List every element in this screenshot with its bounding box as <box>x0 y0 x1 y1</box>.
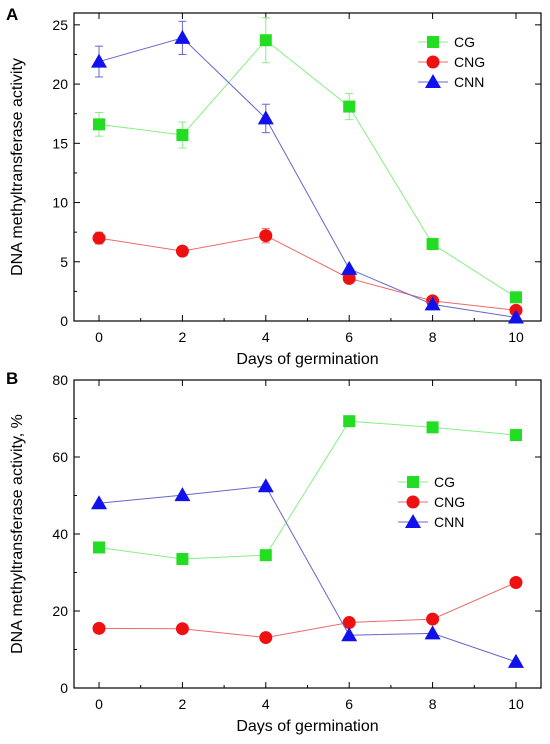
y-tick-label: 0 <box>60 313 68 329</box>
data-point <box>176 553 189 566</box>
data-point <box>509 576 523 590</box>
y-tick-label: 20 <box>52 76 68 92</box>
data-point <box>175 622 189 636</box>
series-cg <box>93 17 522 304</box>
legend-label: CNG <box>434 494 465 510</box>
series-line <box>98 235 517 311</box>
panel-label: A <box>6 5 18 24</box>
legend-marker <box>425 74 441 88</box>
legend-label: CNG <box>454 54 485 70</box>
series-line <box>98 39 517 298</box>
data-point <box>424 625 441 640</box>
data-point <box>257 110 274 125</box>
data-point <box>341 260 358 275</box>
data-point <box>507 653 524 668</box>
y-tick-label: 80 <box>52 372 68 388</box>
series-line <box>98 420 517 560</box>
data-point <box>509 429 522 442</box>
data-point <box>343 415 356 428</box>
data-point <box>259 549 272 562</box>
legend-label: CNN <box>434 514 464 530</box>
y-axis-title: DNA methyltransferase activity <box>9 58 26 276</box>
x-tick-label: 0 <box>95 696 103 712</box>
data-point <box>91 495 108 510</box>
series-line <box>98 37 517 318</box>
legend-marker <box>406 495 420 509</box>
y-tick-label: 20 <box>52 603 68 619</box>
data-point <box>259 631 273 645</box>
series-line <box>98 485 517 663</box>
x-tick-label: 2 <box>179 696 187 712</box>
series-line <box>99 582 517 639</box>
legend-marker <box>405 514 421 528</box>
x-tick-label: 8 <box>429 329 437 345</box>
series-cnn <box>91 478 524 668</box>
data-point <box>93 118 106 131</box>
legend-marker <box>427 36 439 48</box>
data-point <box>259 34 272 47</box>
data-point <box>426 612 440 626</box>
y-tick-label: 5 <box>60 254 68 270</box>
x-tick-label: 10 <box>508 329 524 345</box>
data-point <box>91 53 108 68</box>
data-point <box>426 238 439 250</box>
legend-marker <box>407 476 419 488</box>
data-point <box>176 129 189 142</box>
legend-label: CNN <box>454 74 484 90</box>
panel-label: B <box>6 369 18 388</box>
data-point <box>174 487 191 502</box>
data-point <box>92 231 106 245</box>
data-point <box>342 616 356 630</box>
series-cnn <box>91 20 524 324</box>
legend-marker <box>426 55 440 69</box>
x-tick-label: 0 <box>95 329 103 345</box>
data-point <box>507 309 524 324</box>
x-tick-label: 8 <box>429 696 437 712</box>
series-cg <box>93 415 522 566</box>
x-axis-title: Days of germination <box>236 351 378 368</box>
data-point <box>93 541 106 554</box>
y-tick-label: 10 <box>52 195 68 211</box>
legend-label: CG <box>434 474 455 490</box>
x-tick-label: 2 <box>179 329 187 345</box>
data-point <box>175 244 189 258</box>
y-tick-label: 40 <box>52 526 68 542</box>
x-tick-label: 4 <box>262 696 270 712</box>
y-tick-label: 25 <box>52 17 68 33</box>
series-cng <box>92 228 523 317</box>
series-cng <box>92 576 523 645</box>
y-tick-label: 60 <box>52 449 68 465</box>
x-tick-label: 4 <box>262 329 270 345</box>
data-point <box>509 291 522 304</box>
x-tick-label: 6 <box>345 329 353 345</box>
data-point <box>257 478 274 493</box>
data-point <box>92 621 106 635</box>
data-point <box>424 296 441 311</box>
x-axis-title: Days of germination <box>236 718 378 735</box>
y-axis-title: DNA methyltransferase activity, % <box>9 414 26 654</box>
x-tick-label: 6 <box>345 696 353 712</box>
legend-label: CG <box>454 34 475 50</box>
x-tick-label: 10 <box>508 696 524 712</box>
y-tick-label: 0 <box>60 680 68 696</box>
data-point <box>259 229 273 243</box>
y-tick-label: 15 <box>52 135 68 151</box>
data-point <box>343 100 356 113</box>
data-point <box>174 29 191 44</box>
plot-frame <box>73 379 542 689</box>
data-point <box>342 271 356 285</box>
data-point <box>426 421 439 434</box>
data-point <box>341 627 358 642</box>
